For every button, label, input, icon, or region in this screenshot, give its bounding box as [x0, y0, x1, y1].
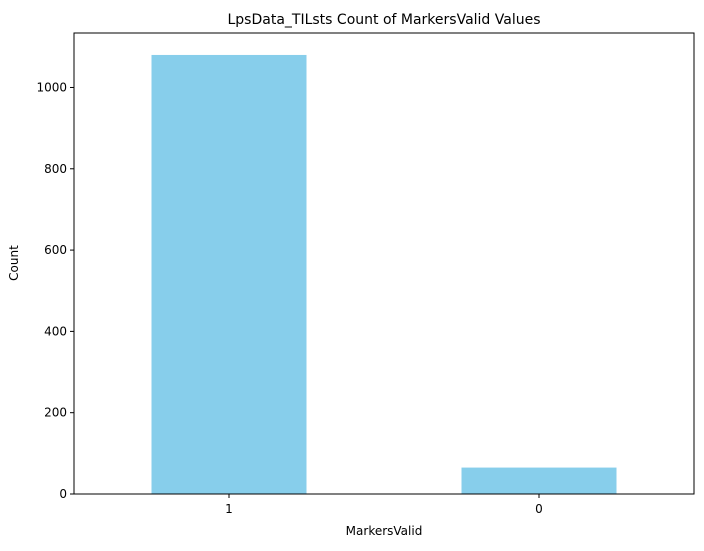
- bar-1: [151, 54, 307, 494]
- y-tick-label: 400: [44, 324, 67, 338]
- bars-layer: [151, 54, 617, 494]
- bar-0: [461, 467, 617, 494]
- plot-frame: [73, 32, 695, 495]
- y-tick-label: 0: [59, 487, 67, 501]
- x-tick-label: 0: [535, 502, 543, 516]
- y-axis-label: Count: [7, 245, 21, 281]
- y-axis: 0 200 400 600 800 1000: [36, 80, 74, 501]
- y-tick-label: 200: [44, 406, 67, 420]
- y-tick-label: 800: [44, 162, 67, 176]
- x-tick-label: 1: [225, 502, 233, 516]
- y-tick-label: 600: [44, 243, 67, 257]
- y-tick-label: 1000: [36, 80, 67, 94]
- x-axis-label: MarkersValid: [346, 524, 423, 538]
- chart-title: LpsData_TILsts Count of MarkersValid Val…: [228, 12, 541, 28]
